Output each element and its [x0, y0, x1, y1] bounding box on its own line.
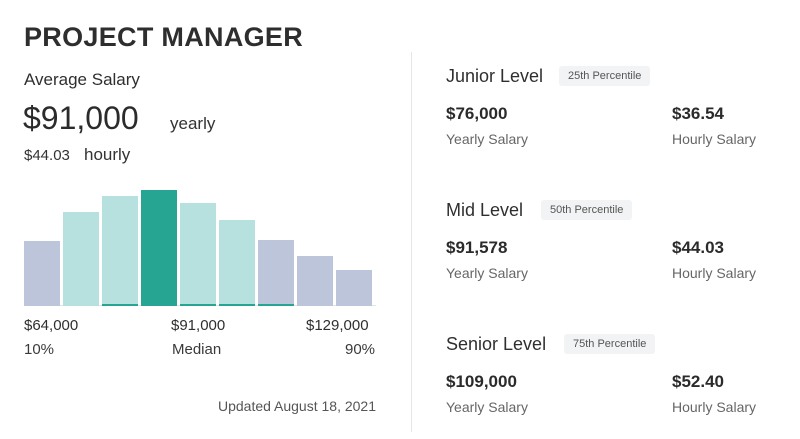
- histogram-bar: [336, 270, 372, 306]
- histogram-high-value: $129,000: [306, 317, 369, 334]
- histogram-bar: [24, 241, 60, 306]
- level-title-senior: Senior Level: [446, 334, 547, 354]
- histogram-high-percentile: 90%: [345, 341, 376, 358]
- histogram-bar: [180, 203, 216, 306]
- histogram-bar: [102, 196, 138, 306]
- junior-yearly-amount: $76,000: [446, 104, 508, 123]
- histogram-bar: [63, 212, 99, 306]
- average-hourly-amount: $44.03: [24, 147, 70, 164]
- senior-yearly-label: Yearly Salary: [446, 399, 528, 415]
- salary-histogram: [24, 185, 376, 306]
- average-salary-label: Average Salary: [24, 70, 140, 89]
- histogram-bar: [258, 240, 294, 306]
- junior-yearly-label: Yearly Salary: [446, 131, 528, 147]
- junior-hourly-amount: $36.54: [672, 104, 724, 123]
- histogram-bar: [219, 220, 255, 306]
- mid-hourly-label: Hourly Salary: [672, 265, 757, 281]
- page-title: PROJECT MANAGER: [24, 22, 304, 52]
- histogram-bar-accent: [258, 304, 294, 306]
- mid-yearly-amount: $91,578: [446, 238, 508, 257]
- column-divider: [411, 52, 412, 432]
- histogram-low-value: $64,000: [24, 317, 79, 334]
- mid-yearly-label: Yearly Salary: [446, 265, 528, 281]
- histogram-bar: [297, 256, 333, 306]
- percentile-badge-mid: 50th Percentile: [541, 200, 633, 220]
- updated-date: Updated August 18, 2021: [217, 398, 376, 414]
- average-hourly-unit: hourly: [84, 145, 131, 164]
- level-title-mid: Mid Level: [446, 200, 524, 220]
- percentile-badge-senior: 75th Percentile: [564, 334, 656, 354]
- level-title-junior: Junior Level: [446, 66, 544, 86]
- average-yearly-amount: $91,000: [23, 100, 139, 136]
- percentile-badge-junior: 25th Percentile: [559, 66, 651, 86]
- histogram-bar-accent: [219, 304, 255, 306]
- histogram-median-label: Median: [172, 341, 222, 358]
- histogram-bar-accent: [180, 304, 216, 306]
- average-yearly-unit: yearly: [170, 114, 216, 133]
- histogram-mid-value: $91,000: [171, 317, 226, 334]
- histogram-bar-accent: [141, 304, 177, 306]
- histogram-bar-accent: [102, 304, 138, 306]
- junior-hourly-label: Hourly Salary: [672, 131, 757, 147]
- mid-hourly-amount: $44.03: [672, 238, 724, 257]
- senior-hourly-label: Hourly Salary: [672, 399, 757, 415]
- histogram-low-percentile: 10%: [24, 341, 55, 358]
- senior-yearly-amount: $109,000: [446, 372, 517, 391]
- histogram-bar: [141, 190, 177, 306]
- senior-hourly-amount: $52.40: [672, 372, 724, 391]
